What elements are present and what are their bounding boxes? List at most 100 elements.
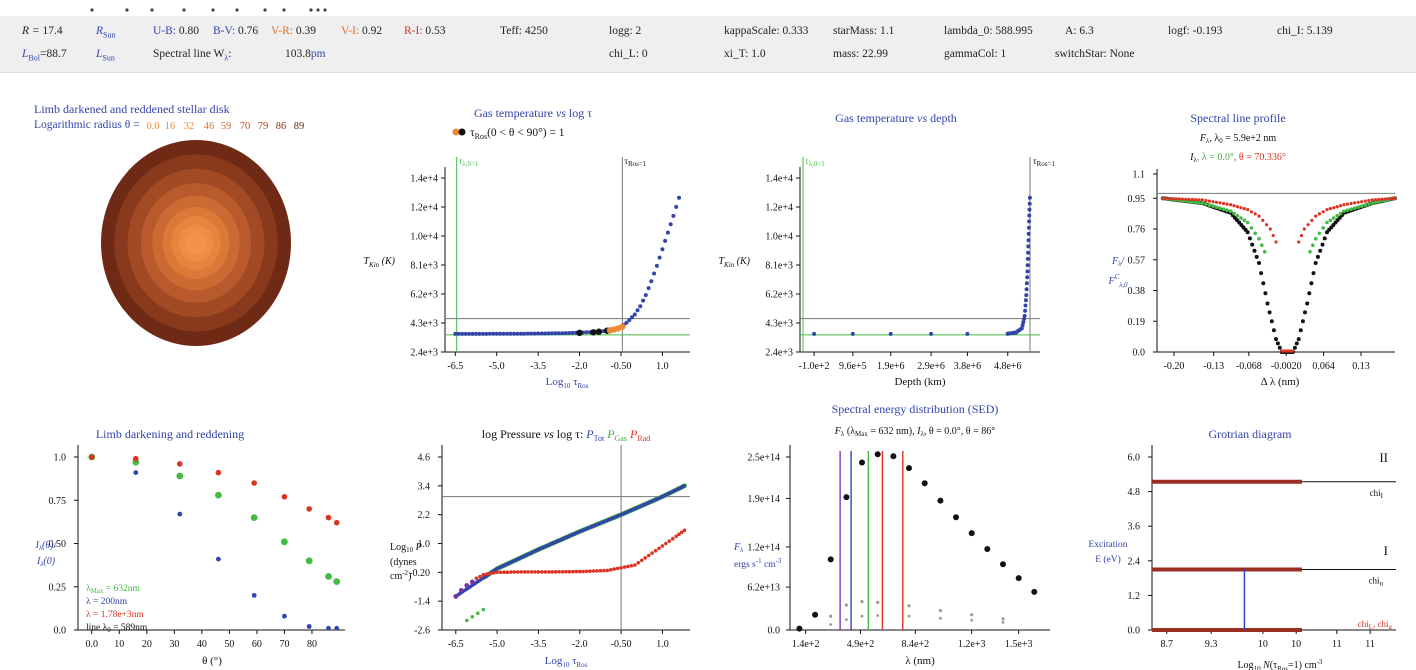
intensity-point — [907, 614, 911, 618]
x-tick-label: -3.5 — [530, 361, 546, 372]
y-tick-label: -0.20 — [409, 568, 430, 579]
y-tick-label: 0.0 — [1133, 348, 1146, 359]
disk-subtitle: Logarithmic radius θ = — [34, 119, 140, 131]
theta-label: 59 — [221, 121, 232, 132]
temperature-point — [660, 247, 665, 252]
intensity-profile-point — [1204, 198, 1208, 203]
y-tick-label: 2.2 — [418, 510, 431, 521]
temperature-point — [1025, 263, 1030, 268]
x-tick-label: -3.5 — [531, 639, 547, 650]
intensity-point — [860, 614, 864, 618]
temperature-point — [1027, 219, 1032, 224]
y-tick-label: 0.19 — [1128, 317, 1146, 328]
param-starmass: starMass: 1.1 — [833, 25, 895, 37]
flux-profile-point — [1315, 254, 1320, 259]
limb-point — [305, 557, 313, 565]
temperature-point — [463, 331, 468, 336]
temperature-point — [501, 331, 506, 336]
prad-point — [557, 570, 561, 574]
tgas-tau-legend-dot-orange — [452, 128, 460, 136]
flux-point — [890, 453, 897, 460]
temperature-point — [1026, 231, 1031, 236]
x-tick-label: -0.50 — [611, 639, 632, 650]
prad-point — [529, 570, 534, 574]
x-tick-label: 9.6e+5 — [839, 361, 867, 372]
intensity-profile-point — [1246, 208, 1250, 212]
intensity-profile-point — [1342, 209, 1346, 213]
intensity-point — [1001, 621, 1005, 624]
intensity-profile-point — [1328, 218, 1333, 223]
flux-point — [812, 611, 819, 618]
temperature-point — [641, 298, 646, 303]
tgas-tau-plot: 1.4e+4 1.2e+4 1.0e+4 8.1e+3 6.2e+3 4.3e+3 2.4e… — [363, 156, 690, 390]
intensity-profile-point — [1310, 218, 1314, 222]
tgas-depth-plot: 1.4e+4 1.2e+4 1.0e+4 8.1e+3 6.2e+3 4.3e+3 2.4e… — [718, 156, 1055, 388]
decorative-dot — [309, 8, 313, 12]
flux-profile-point — [1296, 337, 1301, 342]
line-profile-title: Spectral line profile — [1190, 111, 1285, 125]
limb-point — [215, 491, 222, 499]
grotrian-panel: Grotrian diagram 6.0 4.8 3.6 2.4 1.2 0.0 8.7 9.… — [1088, 427, 1396, 670]
prad-point — [643, 556, 647, 560]
decorative-dot — [235, 8, 239, 12]
level-label: chiI — [1370, 488, 1384, 500]
limb-point — [251, 593, 257, 598]
temperature-point — [635, 308, 640, 313]
y-tick-label: 3.6 — [1128, 522, 1141, 533]
temperature-point — [480, 331, 485, 336]
intensity-profile-point — [1167, 196, 1171, 201]
sed-panel: Spectral energy distribution (SED) Fλ (λ… — [733, 402, 1050, 667]
flux-point — [1015, 575, 1022, 582]
flux-profile-point — [1303, 310, 1307, 315]
intensity-profile-point — [1311, 243, 1315, 247]
x-tick-label: 1.9e+6 — [877, 361, 905, 372]
flux-profile-point — [1307, 291, 1312, 296]
y-tick-label: 4.3e+3 — [765, 319, 793, 330]
decorative-dot — [125, 8, 129, 12]
x-tick-label: 0.064 — [1312, 361, 1335, 372]
y-axis-label: Excitation — [1088, 540, 1127, 550]
intensity-profile-point — [1214, 200, 1219, 204]
intensity-profile-point — [1332, 216, 1336, 220]
temperature-point — [518, 331, 523, 336]
flux-point — [1000, 561, 1006, 568]
pgas-point — [481, 607, 486, 612]
flux-profile-point — [1247, 236, 1252, 241]
intensity-profile-point — [1197, 200, 1201, 205]
temperature-point — [1024, 287, 1029, 292]
temperature-point — [1027, 195, 1032, 200]
sed-plot: 2.5e+14 1.9e+14 1.2e+14 6.2e+13 0.0 1.4e+2 4.9… — [733, 445, 1050, 667]
prad-point — [622, 565, 627, 569]
intensity-profile-point — [1328, 207, 1332, 211]
x-tick-label: 4.9e+2 — [847, 639, 875, 650]
prad-point — [567, 569, 572, 574]
prad-point — [526, 570, 530, 574]
pgas-point — [470, 615, 475, 619]
x-tick-label: -2.0 — [572, 361, 588, 372]
intensity-profile-point — [1274, 240, 1278, 244]
param-kappascale: kappaScale: 0.333 — [724, 25, 809, 37]
pgas-point — [476, 611, 480, 615]
intensity-profile-point — [1271, 233, 1275, 238]
prad-point — [478, 574, 482, 579]
prad-point — [602, 568, 606, 573]
temperature-point — [539, 331, 544, 336]
flux-point — [1031, 588, 1038, 595]
prad-point — [491, 571, 496, 575]
disk-panel: Limb darkened and reddened stellar disk … — [34, 102, 304, 346]
prad-point — [488, 571, 493, 576]
y-tick-label: 1.2e+4 — [410, 203, 438, 214]
y-tick-label: 2.4e+3 — [765, 348, 793, 359]
prad-point — [474, 576, 479, 581]
intensity-point — [970, 618, 974, 622]
intensity-profile-point — [1245, 220, 1250, 225]
intensity-profile-point — [1265, 223, 1269, 227]
temperature-point — [570, 330, 575, 335]
intensity-profile-point — [1335, 205, 1339, 209]
intensity-profile-point — [1193, 200, 1198, 205]
limb-point — [250, 514, 258, 521]
ion-stage-label: II — [1379, 450, 1388, 465]
x-tick-label: -0.0020 — [1271, 361, 1302, 372]
tau-ros-marker — [576, 329, 583, 337]
temperature-point — [453, 331, 458, 336]
